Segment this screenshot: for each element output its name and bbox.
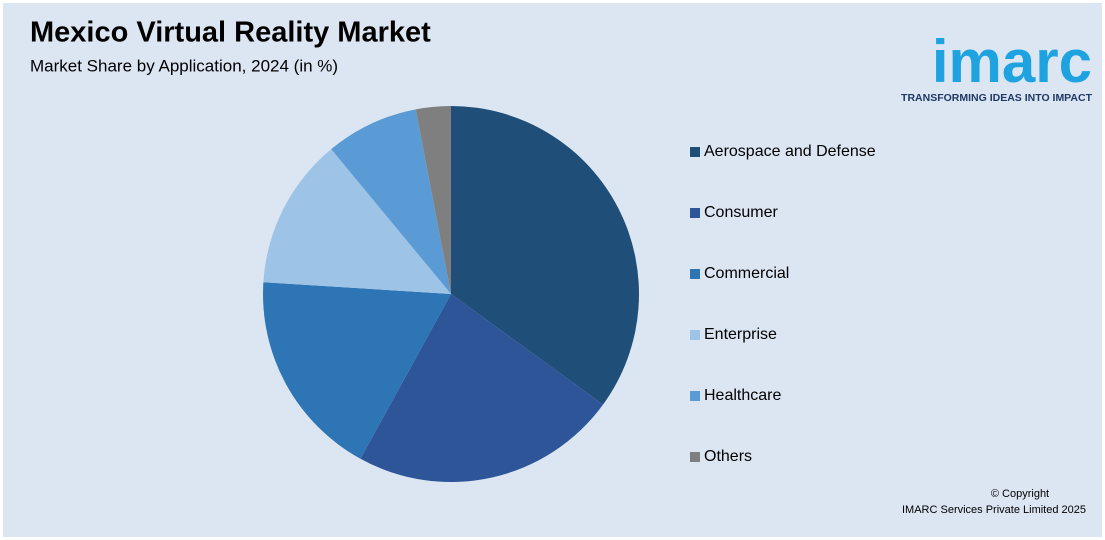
pie-slice [263, 149, 451, 294]
logo-name: imarc [932, 28, 1092, 95]
pie-slice [415, 106, 451, 294]
legend-label: Aerospace and Defense [704, 143, 876, 160]
legend-label: Consumer [704, 204, 778, 221]
legend-label: Enterprise [704, 326, 777, 343]
pie-slice [451, 106, 639, 405]
chart-title: Mexico Virtual Reality Market [30, 17, 431, 49]
legend-swatch [690, 147, 700, 157]
pie-slice [360, 294, 604, 482]
chart-subtitle: Market Share by Application, 2024 (in %) [30, 56, 338, 75]
legend-swatch [690, 452, 700, 462]
logo-tagline: TRANSFORMING IDEAS INTO IMPACT [901, 92, 1093, 104]
legend-swatch [690, 208, 700, 218]
legend: Aerospace and Defense Consumer Commercial E… [690, 143, 876, 465]
copyright-owner: IMARC Services Private Limited 2025 [902, 504, 1086, 516]
copyright: © Copyright [991, 488, 1049, 500]
legend-swatch [690, 391, 700, 401]
legend-label: Others [704, 448, 752, 465]
pie-slice [263, 282, 451, 459]
legend-label: Healthcare [704, 387, 781, 404]
legend-swatch [690, 269, 700, 279]
pie-slice [331, 109, 451, 295]
legend-label: Commercial [704, 265, 789, 282]
pie [263, 106, 639, 482]
legend-swatch [690, 330, 700, 340]
